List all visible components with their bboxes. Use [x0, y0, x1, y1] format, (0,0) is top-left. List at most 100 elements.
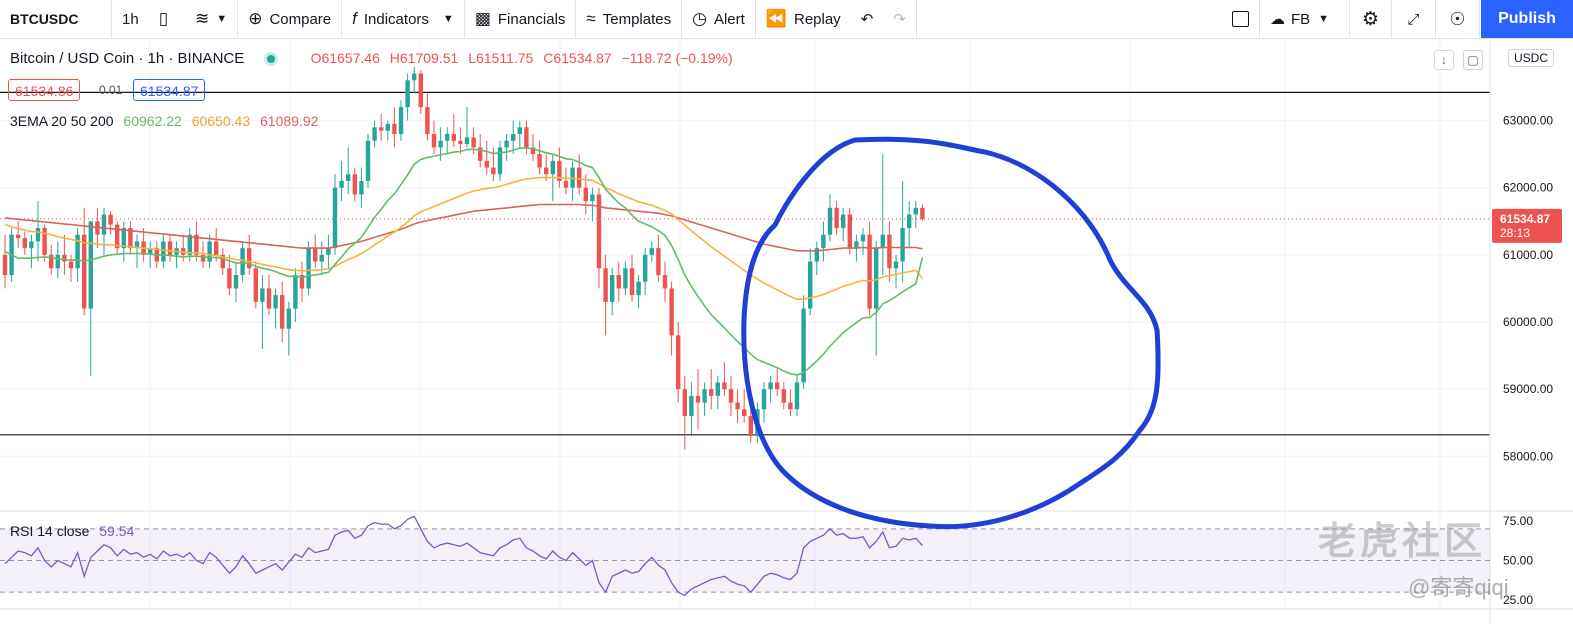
candle-body	[768, 382, 773, 390]
candle-body	[629, 268, 635, 296]
candle-body	[854, 241, 859, 249]
interval-button[interactable]: 1h	[122, 10, 139, 28]
candlestick-icon: ▯	[158, 9, 169, 28]
replay-button[interactable]: ⏪ Replay	[756, 0, 851, 38]
publish-button[interactable]: Publish	[1481, 0, 1573, 38]
candle-body	[530, 147, 536, 155]
candle-body	[742, 409, 747, 416]
currency-label[interactable]: USDC	[1508, 49, 1555, 67]
buy-price-button[interactable]: 61534.87	[133, 79, 206, 101]
horizontal-lines	[0, 91, 1490, 436]
candle-body	[695, 395, 701, 403]
candle-body	[392, 123, 397, 134]
candle-body	[781, 389, 786, 403]
rsi-value: 59.54	[99, 523, 135, 539]
financials-button[interactable]: ▩ Financials	[465, 0, 577, 38]
candle-body	[504, 140, 509, 148]
redo-button[interactable]: ↷	[883, 0, 917, 38]
camera-icon: ☉	[1449, 8, 1466, 29]
settings-button[interactable]: ⚙	[1350, 0, 1392, 38]
candle-body	[464, 137, 470, 145]
price-tick-label: 63000.00	[1503, 114, 1553, 128]
sell-price-button[interactable]: 61534.86	[8, 79, 81, 101]
candle-body	[524, 127, 529, 148]
candle-body	[557, 160, 562, 181]
candle-body	[860, 234, 866, 242]
candle-body	[735, 402, 740, 410]
candle-body	[596, 194, 602, 269]
candle-body	[748, 416, 753, 437]
candle-body	[405, 80, 410, 108]
ema-label[interactable]: 3EMA 20 50 200	[10, 113, 114, 129]
candle-body	[834, 207, 839, 228]
top-toolbar: BTCUSDC 1h ▯ ≋ ▼ ⊕ Compare f Indicators …	[0, 0, 1573, 39]
candle-body	[920, 207, 925, 219]
countdown-label: 28:13	[1500, 226, 1530, 240]
undo-button[interactable]: ↶	[851, 0, 884, 38]
candle-body	[233, 275, 239, 289]
candle-body	[676, 335, 681, 390]
replay-label: Replay	[793, 10, 841, 28]
layout-select-button[interactable]	[1222, 0, 1260, 38]
candle-body	[577, 167, 582, 188]
candle-body	[511, 134, 516, 141]
candle-body	[352, 174, 357, 195]
price-axis: 58000.00 59000.00 60000.00 61000.00 62000.00…	[1489, 40, 1562, 624]
price-tick-label: 61000.00	[1503, 248, 1553, 262]
price-chart[interactable]: 58000.00 59000.00 60000.00 61000.00 62000.00…	[0, 39, 1573, 624]
symbol-title[interactable]: Bitcoin / USD Coin · 1h · BINANCE	[10, 50, 245, 67]
toggle-panel-button[interactable]: ▢	[1463, 50, 1483, 70]
candle-body	[240, 248, 245, 275]
candle-body	[273, 295, 278, 309]
candle-body	[656, 248, 661, 275]
candle-body	[907, 214, 912, 228]
candle-body	[101, 214, 107, 235]
symbol-legend: Bitcoin / USD Coin · 1h · BINANCE O61657…	[10, 50, 733, 67]
chevron-down-icon: ▼	[216, 13, 228, 25]
candle-body	[194, 234, 199, 255]
candle-body	[893, 261, 899, 269]
snapshot-button[interactable]: ☉	[1436, 0, 1480, 38]
layout-name: FB	[1291, 10, 1311, 28]
candle-body	[332, 187, 338, 249]
candle-body	[808, 261, 813, 309]
candle-body	[880, 234, 885, 249]
rsi-band	[0, 528, 1490, 593]
symbol-search-button[interactable]: BTCUSDC	[0, 0, 112, 38]
ema20-line	[4, 147, 924, 376]
candle-body	[913, 207, 918, 215]
last-price-label: 61534.87	[1500, 212, 1550, 226]
watermark-logo: 老虎社区	[1318, 521, 1487, 563]
candle-body	[55, 254, 60, 269]
candle-body	[266, 288, 272, 309]
alert-button[interactable]: ◷ Alert	[682, 0, 756, 38]
last-price-tag	[1492, 208, 1562, 243]
layout-name-button[interactable]: ☁ FB ▼	[1260, 0, 1350, 38]
candle-body	[563, 181, 569, 188]
templates-button[interactable]: ≈ Templates	[576, 0, 683, 38]
indicators-button[interactable]: f Indicators ▼	[342, 0, 465, 38]
candle-body	[445, 134, 450, 141]
candle-body	[603, 268, 608, 302]
rsi-label[interactable]: RSI 14 close	[10, 523, 90, 539]
candle-body	[610, 275, 615, 302]
scroll-down-button[interactable]: ↓	[1434, 50, 1454, 70]
compare-button[interactable]: ⊕ Compare	[238, 0, 343, 38]
rsi-tick-label: 25.00	[1503, 593, 1533, 607]
watermark-user: @寄寄qiqi	[1408, 575, 1509, 600]
compare-label: Compare	[269, 10, 332, 28]
low-value: L61511.75	[468, 50, 534, 66]
chart-type-button[interactable]: ≋ ▼	[185, 0, 239, 38]
candle-body	[62, 254, 67, 262]
candle-body	[68, 261, 74, 269]
candle-body	[478, 147, 483, 161]
candle-body	[636, 281, 641, 296]
alert-label: Alert	[713, 10, 745, 28]
candle-body	[293, 275, 298, 309]
rsi-tick-label: 50.00	[1503, 554, 1533, 568]
candle-body	[339, 181, 344, 188]
price-tick-label: 58000.00	[1503, 449, 1553, 463]
fullscreen-button[interactable]: ⤢	[1392, 0, 1436, 38]
candle-body	[623, 268, 628, 289]
candle-style-button[interactable]: ▯	[149, 0, 185, 38]
